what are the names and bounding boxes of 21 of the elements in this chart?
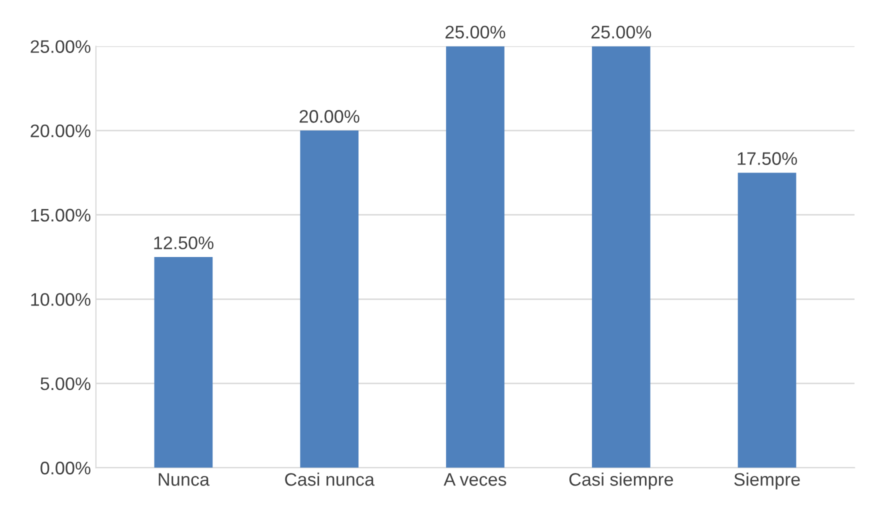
bar: [738, 172, 796, 468]
x-tick-label: Casi siempre: [569, 472, 674, 490]
y-tick-label: 25.00%: [30, 40, 90, 53]
bar: [154, 257, 213, 468]
x-tick-label: A veces: [444, 473, 506, 486]
y-tick-label: 10.00%: [31, 293, 90, 306]
y-tick-label: 20.00%: [30, 124, 90, 138]
data-label: 25.00%: [591, 26, 652, 39]
x-tick-label: Nunca: [158, 473, 210, 486]
x-tick-label: Casi nunca: [285, 472, 375, 486]
bar: [446, 46, 504, 468]
y-tick-label: 5.00%: [40, 377, 90, 390]
bar: [300, 130, 359, 468]
y-tick-label: 15.00%: [31, 208, 90, 222]
y-tick-label: 0.00%: [40, 462, 90, 474]
x-tick-label: Siempre: [734, 472, 800, 490]
data-label: 17.50%: [738, 152, 798, 165]
data-label: 20.00%: [300, 110, 360, 123]
bar: [592, 46, 650, 468]
data-label: 25.00%: [446, 26, 506, 39]
data-label: 12.50%: [154, 236, 214, 250]
